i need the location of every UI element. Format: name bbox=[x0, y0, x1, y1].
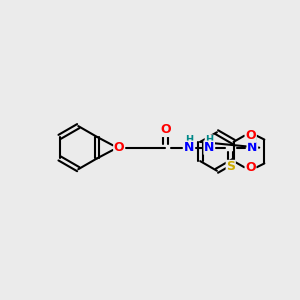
Text: H: H bbox=[205, 135, 213, 145]
Text: O: O bbox=[245, 161, 256, 174]
Text: N: N bbox=[204, 141, 214, 154]
Text: H: H bbox=[248, 135, 256, 145]
Text: O: O bbox=[114, 141, 124, 154]
Text: O: O bbox=[245, 129, 256, 142]
Text: H: H bbox=[185, 135, 193, 145]
Text: N: N bbox=[247, 141, 257, 154]
Text: S: S bbox=[226, 160, 235, 173]
Text: O: O bbox=[160, 123, 171, 136]
Text: N: N bbox=[184, 141, 194, 154]
